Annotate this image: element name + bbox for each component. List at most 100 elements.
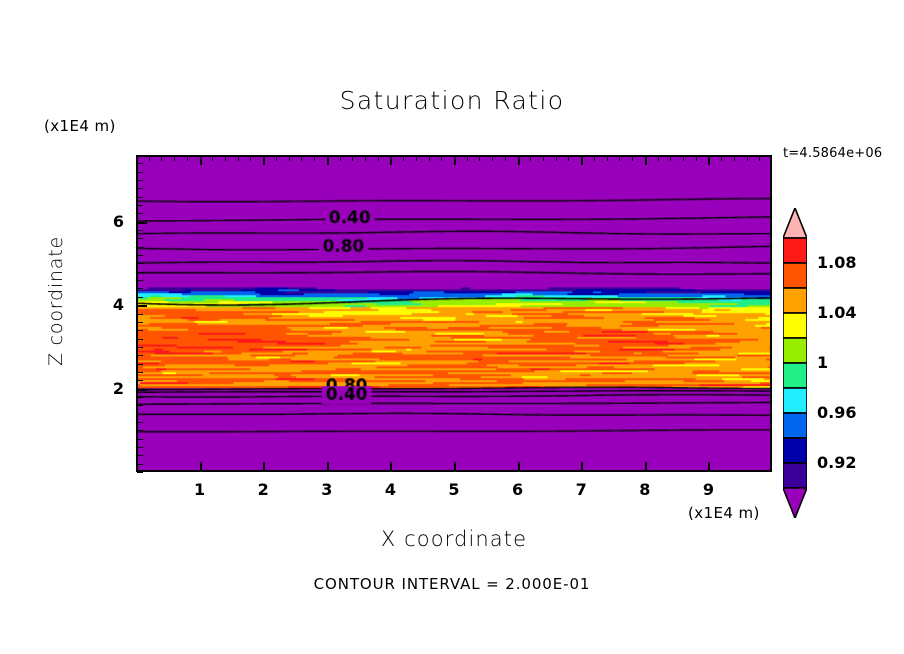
colorbar-band[interactable]: [783, 437, 807, 464]
plot-area[interactable]: [136, 155, 772, 472]
y-minor-tick: [137, 180, 143, 182]
x-tick-label: 2: [257, 480, 269, 499]
y-axis-unit-label: (x1E4 m): [44, 117, 116, 135]
y-tick-mark: [137, 221, 147, 224]
x-minor-tick: [555, 156, 557, 161]
x-minor-tick: [186, 156, 188, 161]
x-minor-tick: [314, 156, 316, 161]
x-minor-tick: [212, 156, 214, 161]
y-minor-tick: [137, 305, 143, 307]
x-minor-tick: [301, 156, 303, 161]
x-tick-mark: [644, 462, 647, 471]
y-minor-tick: [137, 196, 143, 198]
y-minor-tick: [137, 163, 143, 165]
x-tick-label: 7: [575, 480, 587, 499]
x-minor-tick: [428, 156, 430, 161]
y-tick-label: 4: [112, 295, 124, 315]
y-tick-mark: [137, 388, 147, 391]
y-minor-tick: [137, 313, 143, 315]
x-tick-label: 9: [702, 480, 714, 499]
colorbar-band[interactable]: [783, 312, 807, 339]
y-minor-tick: [137, 255, 143, 257]
y-minor-tick: [137, 421, 143, 423]
colorbar-band[interactable]: [783, 462, 807, 489]
y-minor-tick: [137, 155, 143, 156]
x-tick-mark-top: [263, 156, 266, 165]
colorbar-tick-label: 1: [817, 353, 829, 372]
x-minor-tick: [657, 156, 659, 161]
x-tick-mark: [708, 462, 711, 471]
colorbar-tick-label: 1.04: [817, 303, 857, 322]
x-minor-tick: [606, 156, 608, 161]
colorbar-band[interactable]: [783, 287, 807, 314]
y-minor-tick: [137, 363, 143, 365]
x-tick-label: 4: [384, 480, 396, 499]
x-minor-tick: [479, 156, 481, 161]
y-minor-tick: [137, 205, 143, 207]
x-tick-label: 6: [512, 480, 524, 499]
y-minor-tick: [137, 230, 143, 232]
colorbar-band[interactable]: [783, 337, 807, 364]
contour-plot-canvas: [138, 157, 770, 470]
y-minor-tick: [137, 188, 143, 190]
contour-interval-caption: CONTOUR INTERVAL = 2.000E-01: [313, 575, 591, 593]
y-minor-tick: [137, 446, 143, 448]
y-minor-tick: [137, 463, 143, 465]
x-tick-mark-top: [390, 156, 393, 165]
colorbar-band[interactable]: [783, 387, 807, 414]
x-minor-tick: [682, 156, 684, 161]
y-minor-tick: [137, 396, 143, 398]
x-tick-mark: [390, 462, 393, 471]
x-tick-label: 8: [639, 480, 651, 499]
y-minor-tick: [137, 413, 143, 415]
y-minor-tick: [137, 263, 143, 265]
x-minor-tick: [504, 156, 506, 161]
y-minor-tick: [137, 346, 143, 348]
y-minor-tick: [137, 246, 143, 248]
x-axis-title: X coordinate: [380, 527, 528, 551]
colorbar-band[interactable]: [783, 262, 807, 289]
x-tick-mark-top: [708, 156, 711, 165]
x-tick-mark-top: [326, 156, 329, 165]
colorbar[interactable]: [783, 208, 807, 518]
x-minor-tick: [568, 156, 570, 161]
y-minor-tick: [137, 455, 143, 457]
y-minor-tick: [137, 472, 143, 473]
x-tick-mark-top: [517, 156, 520, 165]
time-annotation: t=4.5864e+06: [783, 146, 883, 161]
y-minor-tick: [137, 330, 143, 332]
colorbar-band[interactable]: [783, 362, 807, 389]
x-minor-tick: [619, 156, 621, 161]
x-minor-tick: [403, 156, 405, 161]
y-tick-mark: [137, 305, 147, 308]
colorbar-over-arrow: [783, 208, 807, 239]
colorbar-band[interactable]: [783, 237, 807, 264]
y-minor-tick: [137, 288, 143, 290]
x-axis-unit-label: (x1E4 m): [688, 504, 760, 522]
x-minor-tick: [670, 156, 672, 161]
x-minor-tick: [339, 156, 341, 161]
y-tick-label: 2: [112, 378, 124, 398]
x-minor-tick: [593, 156, 595, 161]
x-tick-label: 1: [194, 480, 206, 499]
x-minor-tick: [733, 156, 735, 161]
y-minor-tick: [137, 296, 143, 298]
x-tick-mark: [326, 462, 329, 471]
y-minor-tick: [137, 171, 143, 173]
y-minor-tick: [137, 430, 143, 432]
x-minor-tick: [174, 156, 176, 161]
x-minor-tick: [721, 156, 723, 161]
y-minor-tick: [137, 355, 143, 357]
x-tick-label: 3: [321, 480, 333, 499]
x-minor-tick: [466, 156, 468, 161]
y-minor-tick: [137, 371, 143, 373]
x-minor-tick: [161, 156, 163, 161]
colorbar-tick-label: 1.08: [817, 253, 857, 272]
x-tick-mark-top: [454, 156, 456, 165]
x-minor-tick: [746, 156, 748, 161]
x-minor-tick: [530, 156, 532, 161]
colorbar-band[interactable]: [783, 412, 807, 439]
x-tick-mark: [263, 462, 266, 471]
x-minor-tick: [377, 156, 379, 161]
